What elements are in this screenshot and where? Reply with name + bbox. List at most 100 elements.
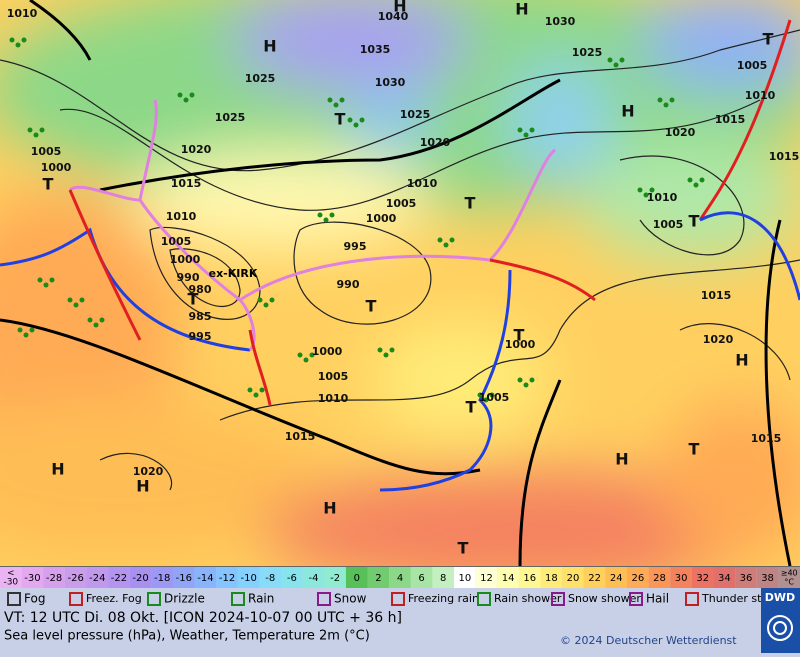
pressure-label: 990 bbox=[177, 271, 200, 284]
weather-symbol bbox=[297, 352, 303, 358]
scale-label: -12 bbox=[219, 573, 235, 584]
scale-cell bbox=[151, 567, 173, 588]
scale-label: 32 bbox=[696, 573, 709, 584]
pressure-label: 1005 bbox=[737, 59, 768, 72]
weather-symbol bbox=[29, 327, 35, 333]
legend-label: Rain bbox=[248, 592, 274, 606]
weather-symbol bbox=[669, 97, 675, 103]
logo-swirl bbox=[767, 615, 793, 641]
copyright: © 2024 Deutscher Wetterdienst bbox=[560, 634, 737, 647]
scale-label: 4 bbox=[397, 573, 403, 584]
scale-label: 8 bbox=[440, 573, 446, 584]
scale-cell bbox=[259, 567, 282, 588]
pressure-center: T bbox=[366, 297, 377, 316]
weather-symbol bbox=[383, 352, 389, 358]
weather-symbol bbox=[359, 117, 365, 123]
pressure-label: 1015 bbox=[751, 432, 782, 445]
pressure-center: T bbox=[514, 326, 525, 345]
pressure-label: 1025 bbox=[245, 72, 276, 85]
scale-label: 0 bbox=[354, 573, 360, 584]
scale-cell bbox=[475, 567, 498, 588]
scale-cell bbox=[562, 567, 584, 588]
scale-label: -2 bbox=[330, 573, 340, 584]
scale-label: 10 bbox=[458, 573, 471, 584]
pressure-label: 1020 bbox=[420, 136, 451, 149]
storm-name: ex-KIRK bbox=[209, 267, 258, 280]
scale-label: 30 bbox=[675, 573, 688, 584]
pressure-label: 1040 bbox=[378, 10, 409, 23]
pressure-center: H bbox=[51, 460, 64, 479]
pressure-label: 990 bbox=[337, 278, 360, 291]
pressure-label: 1005 bbox=[653, 218, 684, 231]
weather-symbol bbox=[483, 397, 489, 403]
scale-label: -24 bbox=[89, 573, 105, 584]
legend-label: Rain shower bbox=[494, 592, 562, 605]
scale-label: 22 bbox=[588, 573, 601, 584]
scale-label: 36 bbox=[740, 573, 753, 584]
legend-label: Fog bbox=[24, 592, 45, 606]
pressure-center: H bbox=[263, 37, 276, 56]
scale-cell bbox=[518, 567, 541, 588]
scale-cell bbox=[237, 567, 260, 588]
pressure-center: H bbox=[136, 477, 149, 496]
weather-symbol bbox=[15, 42, 21, 48]
scale-cell bbox=[691, 567, 714, 588]
weather-symbol bbox=[449, 237, 455, 243]
scale-label: -4 bbox=[309, 573, 319, 584]
pressure-label: 1010 bbox=[647, 191, 678, 204]
pressure-center: T bbox=[465, 194, 476, 213]
scale-label: -8 bbox=[265, 573, 275, 584]
weather-symbol bbox=[263, 302, 269, 308]
weather-symbol bbox=[607, 57, 613, 63]
pressure-center: H bbox=[615, 450, 628, 469]
legend-icon bbox=[7, 592, 21, 606]
pressure-label: 1010 bbox=[7, 7, 38, 20]
weather-symbol bbox=[529, 377, 535, 383]
pressure-center: T bbox=[466, 398, 477, 417]
legend-label: Snow shower bbox=[568, 592, 641, 605]
weather-symbol bbox=[67, 297, 73, 303]
legend-label: Snow bbox=[334, 592, 367, 606]
scale-cell bbox=[21, 567, 44, 588]
weather-symbol bbox=[39, 127, 45, 133]
scale-cell bbox=[86, 567, 109, 588]
scale-label: ≥40 bbox=[781, 569, 798, 578]
scale-label: -18 bbox=[154, 573, 170, 584]
scale-cell bbox=[605, 567, 628, 588]
pressure-label: 995 bbox=[344, 240, 367, 253]
weather-symbol bbox=[377, 347, 383, 353]
weather-symbol bbox=[649, 187, 655, 193]
weather-symbol bbox=[619, 57, 625, 63]
weather-symbol bbox=[33, 132, 39, 138]
scale-label: 24 bbox=[610, 573, 623, 584]
scale-cell bbox=[64, 567, 87, 588]
scale-cell bbox=[410, 567, 433, 588]
pressure-label: 1015 bbox=[701, 289, 732, 302]
scale-label: -10 bbox=[240, 573, 256, 584]
pressure-label: 995 bbox=[189, 330, 212, 343]
pressure-label: 1005 bbox=[479, 391, 510, 404]
scale-label: 6 bbox=[418, 573, 424, 584]
scale-cell bbox=[540, 567, 563, 588]
weather-symbol bbox=[663, 102, 669, 108]
pressure-label: 1015 bbox=[715, 113, 746, 126]
weather-symbol bbox=[339, 97, 345, 103]
pressure-label: 1000 bbox=[366, 212, 397, 225]
weather-symbol bbox=[523, 382, 529, 388]
pressure-center: T bbox=[335, 110, 346, 129]
legend-icon bbox=[551, 592, 565, 606]
weather-symbol bbox=[443, 242, 449, 248]
weather-symbol bbox=[477, 392, 483, 398]
pressure-center: T bbox=[43, 175, 54, 194]
logo-box bbox=[761, 588, 800, 653]
weather-symbol bbox=[643, 192, 649, 198]
weather-symbol bbox=[9, 37, 15, 43]
pressure-center: H bbox=[393, 0, 406, 16]
scale-label: 20 bbox=[567, 573, 580, 584]
scale-label: 14 bbox=[502, 573, 515, 584]
scale-label: 16 bbox=[523, 573, 536, 584]
weather-symbol bbox=[253, 392, 259, 398]
weather-symbol bbox=[269, 297, 275, 303]
scale-label: 28 bbox=[653, 573, 666, 584]
